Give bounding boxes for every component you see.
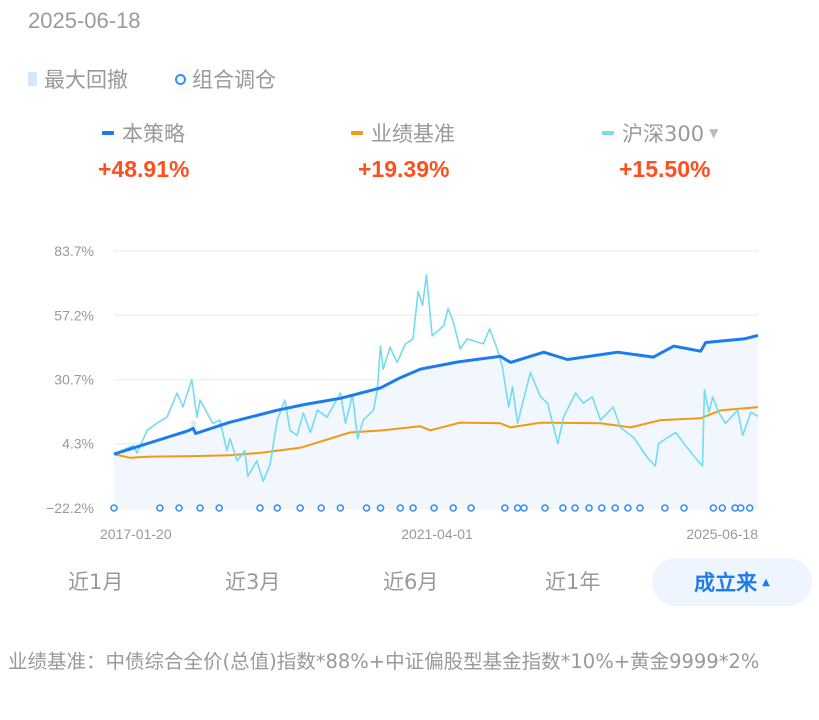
legend-max-drawdown: 最大回撤 <box>28 64 128 94</box>
benchmark-return: +19.39% <box>358 156 450 182</box>
current-date: 2025-06-18 <box>28 8 141 33</box>
drawdown-swatch-icon <box>28 72 37 86</box>
rebalance-marker <box>745 504 754 512</box>
series-legend-benchmark[interactable]: 业绩基准 <box>351 118 455 148</box>
csi300-line-swatch-icon <box>602 131 614 135</box>
rebalance-marker <box>520 504 528 512</box>
performance-chart[interactable]: 83.7% 57.2% 30.7% 4.3% −22.2% 2017-01-20 2021-… <box>0 230 819 550</box>
rebalance-circle-icon <box>175 73 186 85</box>
rebalance-marker <box>256 504 264 512</box>
rebalance-marker <box>110 504 118 512</box>
tab-since-inception[interactable]: 成立来 ▲ <box>652 558 812 606</box>
series-name: 本策略 <box>122 122 185 146</box>
x-tick-label: 2017-01-20 <box>100 526 172 542</box>
rebalance-marker <box>736 504 745 512</box>
rebalance-marker <box>336 504 345 512</box>
rebalance-marker <box>718 504 727 512</box>
rebalance-marker <box>571 504 579 512</box>
rebalance-marker <box>513 504 522 512</box>
series-name: 沪深300 <box>622 122 705 146</box>
tab-1-year[interactable]: 近1年 <box>545 570 601 594</box>
tab-since-inception-label: 成立来 <box>694 571 758 595</box>
y-tick-label: 4.3% <box>62 436 94 452</box>
x-tick-label: 2025-06-18 <box>686 526 758 542</box>
rebalance-marker <box>541 504 549 512</box>
rebalance-marker <box>449 504 458 512</box>
rebalance-marker <box>156 504 164 512</box>
rebalance-marker <box>273 504 282 512</box>
rebalance-marker <box>175 504 183 512</box>
rebalance-marker <box>585 504 593 512</box>
y-tick-label: −22.2% <box>46 500 94 516</box>
benchmark-line-swatch-icon <box>351 131 363 135</box>
csi300-line <box>113 274 759 483</box>
rebalance-marker <box>409 504 417 512</box>
rebalance-marker <box>624 504 632 512</box>
rebalance-marker <box>467 504 475 512</box>
legend-rebalance-label: 组合调仓 <box>192 68 276 92</box>
y-tick-label: 30.7% <box>54 372 94 388</box>
rebalance-marker <box>611 504 619 512</box>
tab-6-months[interactable]: 近6月 <box>383 570 439 594</box>
benchmark-line <box>113 406 759 459</box>
rebalance-marker <box>636 504 644 512</box>
benchmark-description: 业绩基准：中债综合全价(总值)指数*88%+中证偏股型基金指数*10%+黄金99… <box>8 650 760 673</box>
rebalance-marker <box>709 504 718 512</box>
csi300-return: +15.50% <box>619 156 711 182</box>
legend-max-drawdown-label: 最大回撤 <box>44 68 128 92</box>
x-tick-label: 2021-04-01 <box>401 526 473 542</box>
rebalance-marker <box>196 504 204 512</box>
legend-rebalance: 组合调仓 <box>175 64 276 94</box>
y-tick-label: 83.7% <box>54 243 94 259</box>
rebalance-marker <box>317 504 326 512</box>
series-legend-strategy[interactable]: 本策略 <box>102 118 185 148</box>
rebalance-marker <box>376 504 385 512</box>
strategy-return: +48.91% <box>98 156 190 182</box>
y-tick-label: 57.2% <box>54 307 94 323</box>
tab-1-month[interactable]: 近1月 <box>68 570 124 594</box>
rebalance-marker <box>661 504 669 512</box>
rebalance-marker <box>680 504 688 512</box>
rebalance-marker <box>296 504 304 512</box>
tab-3-months[interactable]: 近3月 <box>225 570 281 594</box>
rebalance-marker <box>215 504 224 512</box>
series-name: 业绩基准 <box>371 122 455 146</box>
rebalance-marker <box>597 504 606 512</box>
rebalance-marker <box>501 504 509 512</box>
strategy-line-swatch-icon <box>102 131 114 135</box>
strategy-area-fill <box>114 335 758 508</box>
strategy-line <box>113 333 759 456</box>
caret-down-icon[interactable]: ▼ <box>709 126 719 140</box>
series-legend-csi300[interactable]: 沪深300 ▼ <box>602 118 718 148</box>
rebalance-marker <box>430 504 438 512</box>
rebalance-marker <box>362 504 371 512</box>
rebalance-marker <box>559 504 567 512</box>
rebalance-marker <box>396 504 405 512</box>
caret-up-icon: ▲ <box>762 576 770 588</box>
